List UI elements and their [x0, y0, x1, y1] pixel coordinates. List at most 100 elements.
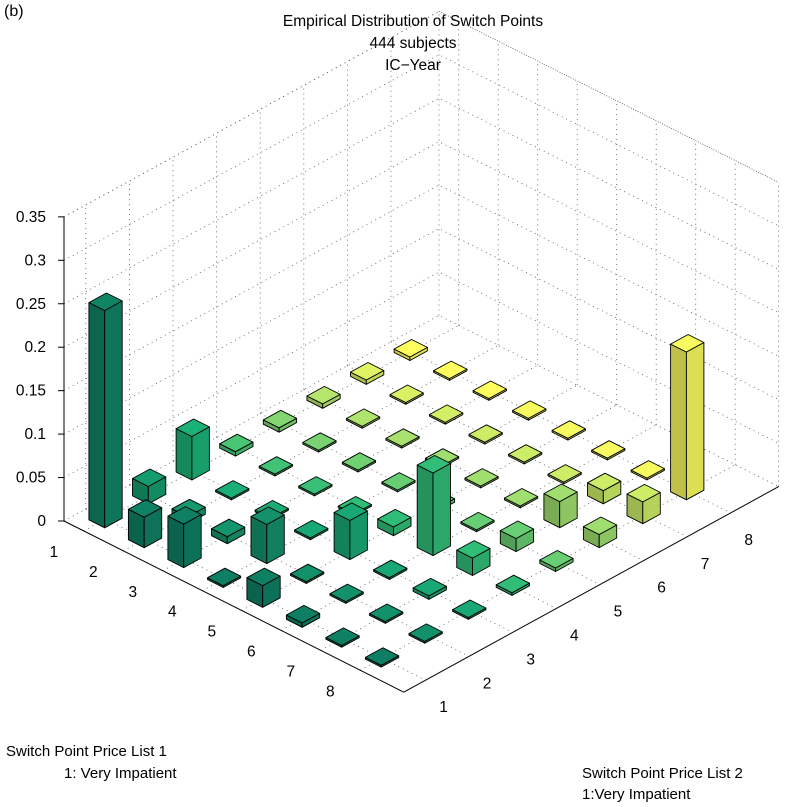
bar-top-face — [429, 404, 464, 423]
bar-top-face — [460, 511, 495, 531]
bar-top-face — [385, 428, 420, 447]
bar-top-face — [364, 647, 400, 666]
bar-2-6 — [345, 408, 381, 429]
bar-8-2 — [408, 623, 443, 644]
bar-top-face — [539, 550, 574, 569]
bar-top-face — [433, 360, 468, 380]
bar-top-face — [369, 603, 404, 622]
bar-8-4 — [495, 574, 530, 596]
bar-top-face — [468, 424, 503, 443]
bar-3-8 — [472, 380, 507, 401]
bar-8-3 — [452, 599, 487, 620]
bar-side-face — [670, 343, 687, 501]
bar-3-5 — [341, 452, 377, 473]
bar-top-face — [298, 476, 333, 495]
bar-top-face — [389, 384, 424, 403]
y-axis-label-line-1: Switch Point Price List 2 — [582, 765, 743, 782]
bar-top-face — [408, 623, 443, 642]
bar-1-3 — [175, 418, 210, 481]
bar-2-3 — [215, 480, 250, 501]
bar-8-7 — [626, 483, 661, 525]
x-tick-label: 7 — [286, 663, 295, 680]
y-tick-label: 6 — [657, 580, 666, 597]
bar-top-face — [377, 508, 412, 528]
bar-7-3 — [412, 577, 447, 600]
bar-3-6 — [385, 428, 420, 449]
y-axis — [403, 486, 779, 693]
bar-6-4 — [416, 455, 451, 557]
title-line-3: IC−Year — [385, 57, 441, 74]
bar-6-6 — [503, 488, 539, 509]
x-tick-label: 2 — [89, 564, 98, 581]
bar-top-face — [329, 583, 364, 603]
grid-line — [63, 141, 779, 348]
bar-7-6 — [543, 483, 578, 529]
bar-top-face — [452, 599, 487, 618]
bar-top-face — [246, 567, 281, 587]
z-tick-label: 0.1 — [24, 426, 46, 443]
bar-top-face — [290, 563, 325, 583]
bar-5-8 — [551, 420, 586, 441]
bar-side-face — [88, 302, 106, 529]
bar-5-7 — [508, 444, 543, 465]
grid-line — [63, 54, 779, 261]
bar-top-face — [341, 452, 377, 471]
bar-3-2 — [211, 518, 246, 545]
bar-top-face — [547, 464, 582, 483]
bar-top-face — [294, 519, 329, 539]
panel-label: (b) — [4, 3, 24, 20]
x-tick-label: 1 — [49, 544, 58, 561]
bar-top-face — [464, 468, 499, 487]
bar-top-face — [508, 444, 543, 463]
x-tick-label: 5 — [207, 624, 216, 641]
bar-5-4 — [377, 508, 412, 537]
bar-top-face — [345, 408, 381, 427]
bar-top-face — [250, 506, 285, 525]
bar-2-8 — [433, 360, 468, 381]
y-tick-label: 1 — [439, 699, 448, 716]
y-tick-label: 3 — [526, 651, 535, 668]
bar-4-8 — [512, 400, 547, 421]
chart-title: Empirical Distribution of Switch Points … — [283, 13, 543, 74]
bar-7-2 — [369, 603, 404, 624]
bar-top-face — [587, 472, 622, 492]
bar-top-face — [302, 432, 337, 451]
bar-top-face — [416, 455, 451, 474]
bar-top-face — [215, 480, 250, 499]
bar-front-face — [104, 300, 123, 529]
bar-5-3 — [333, 502, 368, 561]
bar-4-3 — [294, 519, 329, 541]
bar-1-7 — [350, 362, 385, 385]
z-tick-label: 0 — [37, 513, 46, 530]
bar-6-8 — [591, 440, 626, 461]
bar-7-7 — [587, 472, 622, 505]
bar-top-face — [167, 506, 202, 525]
bar-top-face — [472, 380, 507, 399]
z-tick-label: 0.05 — [16, 470, 46, 487]
bar-1-6 — [306, 385, 341, 409]
bar-5-2 — [290, 563, 325, 584]
bar-2-5 — [302, 432, 337, 453]
bar-8-6 — [582, 516, 618, 549]
x-tick-label: 3 — [128, 584, 137, 601]
bar-top-face — [325, 627, 360, 646]
axis-labels: Switch Point Price List 1 1: Very Impati… — [6, 743, 743, 803]
y-tick-label: 5 — [614, 604, 623, 621]
x-axis — [63, 520, 404, 693]
bar-top-face — [219, 433, 254, 453]
bar-top-face — [582, 516, 618, 535]
z-tick-label: 0.35 — [16, 209, 46, 226]
bar-top-face — [175, 418, 210, 437]
bar-5-1 — [246, 567, 281, 608]
bar-top-face — [381, 472, 416, 491]
bar-6-3 — [373, 559, 408, 580]
bar-3-7 — [429, 404, 464, 425]
title-line-1: Empirical Distribution of Switch Points — [283, 13, 543, 30]
bar-top-face — [591, 440, 626, 459]
z-tick-label: 0.2 — [24, 339, 46, 356]
bar-top-face — [670, 334, 705, 353]
bar-top-face — [211, 518, 246, 538]
bar-7-8 — [630, 460, 665, 481]
bar-6-2 — [329, 583, 364, 604]
bar-top-face — [626, 483, 661, 503]
